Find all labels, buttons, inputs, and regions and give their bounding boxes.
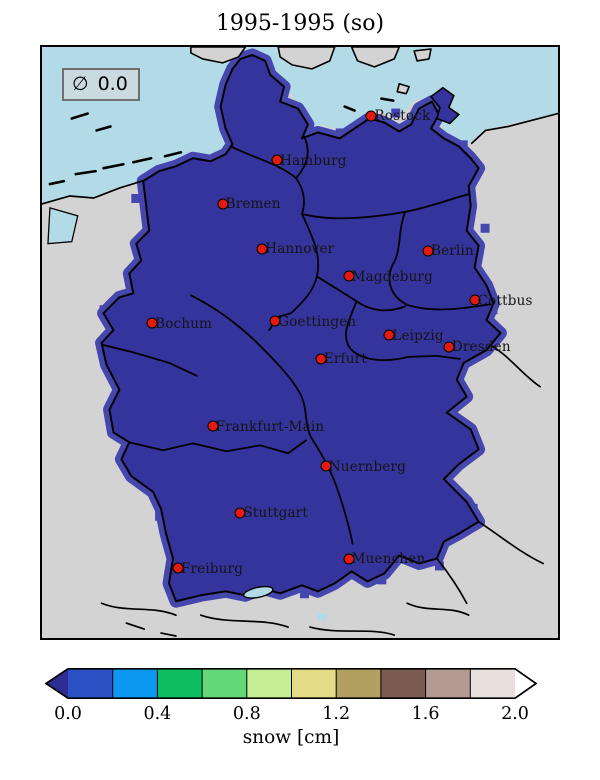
colorbar-segment	[425, 668, 471, 699]
city-label: Hamburg	[280, 152, 347, 169]
city-marker-dot	[315, 353, 327, 365]
city-label: Cottbus	[477, 292, 533, 309]
colorbar-segment	[202, 668, 247, 699]
bodensee-lake	[243, 585, 274, 599]
colorbar-segment	[157, 668, 203, 699]
city-label: Nuernberg	[328, 458, 406, 475]
city-marker-dot	[256, 243, 268, 255]
colorbar-svg	[44, 667, 538, 700]
city-label: Erfurt	[323, 351, 367, 368]
mean-symbol: ∅	[72, 73, 89, 95]
city-marker-dot	[443, 341, 455, 353]
colorbar-tick-label: 1.2	[322, 704, 351, 724]
city-label: Goettingen	[278, 313, 357, 330]
city-marker-dot	[383, 329, 395, 341]
colorbar	[44, 667, 538, 700]
ijsselmeer-lake	[47, 207, 79, 245]
city-marker-dot	[146, 317, 158, 329]
city-label: Freiburg	[180, 560, 244, 577]
colorbar-tick-label: 0.4	[143, 704, 172, 724]
city-label: Frankfurt-Main	[215, 418, 325, 435]
city-label: Muenchen	[351, 551, 426, 568]
city-label: Bremen	[225, 196, 281, 213]
colorbar-segment	[336, 668, 381, 699]
colorbar-under-arrow	[46, 668, 68, 699]
city-label: Berlin	[431, 243, 474, 260]
city-label: Stuttgart	[243, 505, 309, 522]
foreign-coastlines	[42, 112, 558, 637]
colorbar-segment	[291, 668, 337, 699]
colorbar-segment	[380, 668, 426, 699]
colorbar-tick-label: 2.0	[501, 704, 529, 724]
city-marker-dot	[343, 270, 355, 282]
city-marker-dot	[320, 460, 332, 472]
colorbar-outline	[44, 667, 538, 700]
city-marker-dot	[269, 315, 281, 327]
city-marker-dot	[271, 154, 283, 166]
city-marker-dot	[365, 110, 377, 122]
small-lake	[317, 613, 327, 621]
colorbar-axis-label: snow [cm]	[242, 727, 340, 748]
plot-title: 1995-1995 (so)	[215, 11, 385, 36]
city-label: Leipzig	[392, 327, 444, 344]
colorbar-segment	[112, 668, 158, 699]
colorbar-over-arrow	[515, 668, 536, 699]
colorbar-tick-label: 0.0	[54, 704, 82, 724]
city-label: Hannover	[265, 241, 335, 258]
colorbar-tick-label: 0.8	[232, 704, 261, 724]
city-marker-dot	[207, 420, 219, 432]
city-label: Bochum	[155, 315, 213, 332]
mean-value: 0.0	[97, 73, 128, 95]
germany-region	[100, 53, 502, 603]
city-marker-dot	[422, 245, 434, 257]
colorbar-tick-label: 1.6	[411, 704, 440, 724]
denmark-land	[190, 47, 432, 95]
city-label: Rostock	[374, 108, 431, 125]
colorbar-segment	[470, 668, 515, 699]
city-label: Dresden	[451, 339, 511, 356]
city-marker-dot	[343, 553, 355, 565]
city-marker-dot	[469, 294, 481, 306]
city-marker-dot	[172, 562, 184, 574]
colorbar-segment	[246, 668, 292, 699]
city-label: Magdeburg	[351, 268, 433, 285]
colorbar-segment	[68, 668, 113, 699]
state-borders	[102, 135, 492, 545]
island-dashes	[48, 97, 395, 186]
mean-value-badge: ∅ 0.0	[62, 68, 140, 101]
city-marker-dot	[217, 198, 229, 210]
map-area: Rostock Hamburg Bremen Hannover Berlin Magdeb…	[40, 45, 560, 640]
germany-map-svg	[42, 47, 558, 638]
city-marker-dot	[234, 507, 246, 519]
ruegen-island	[429, 86, 460, 125]
